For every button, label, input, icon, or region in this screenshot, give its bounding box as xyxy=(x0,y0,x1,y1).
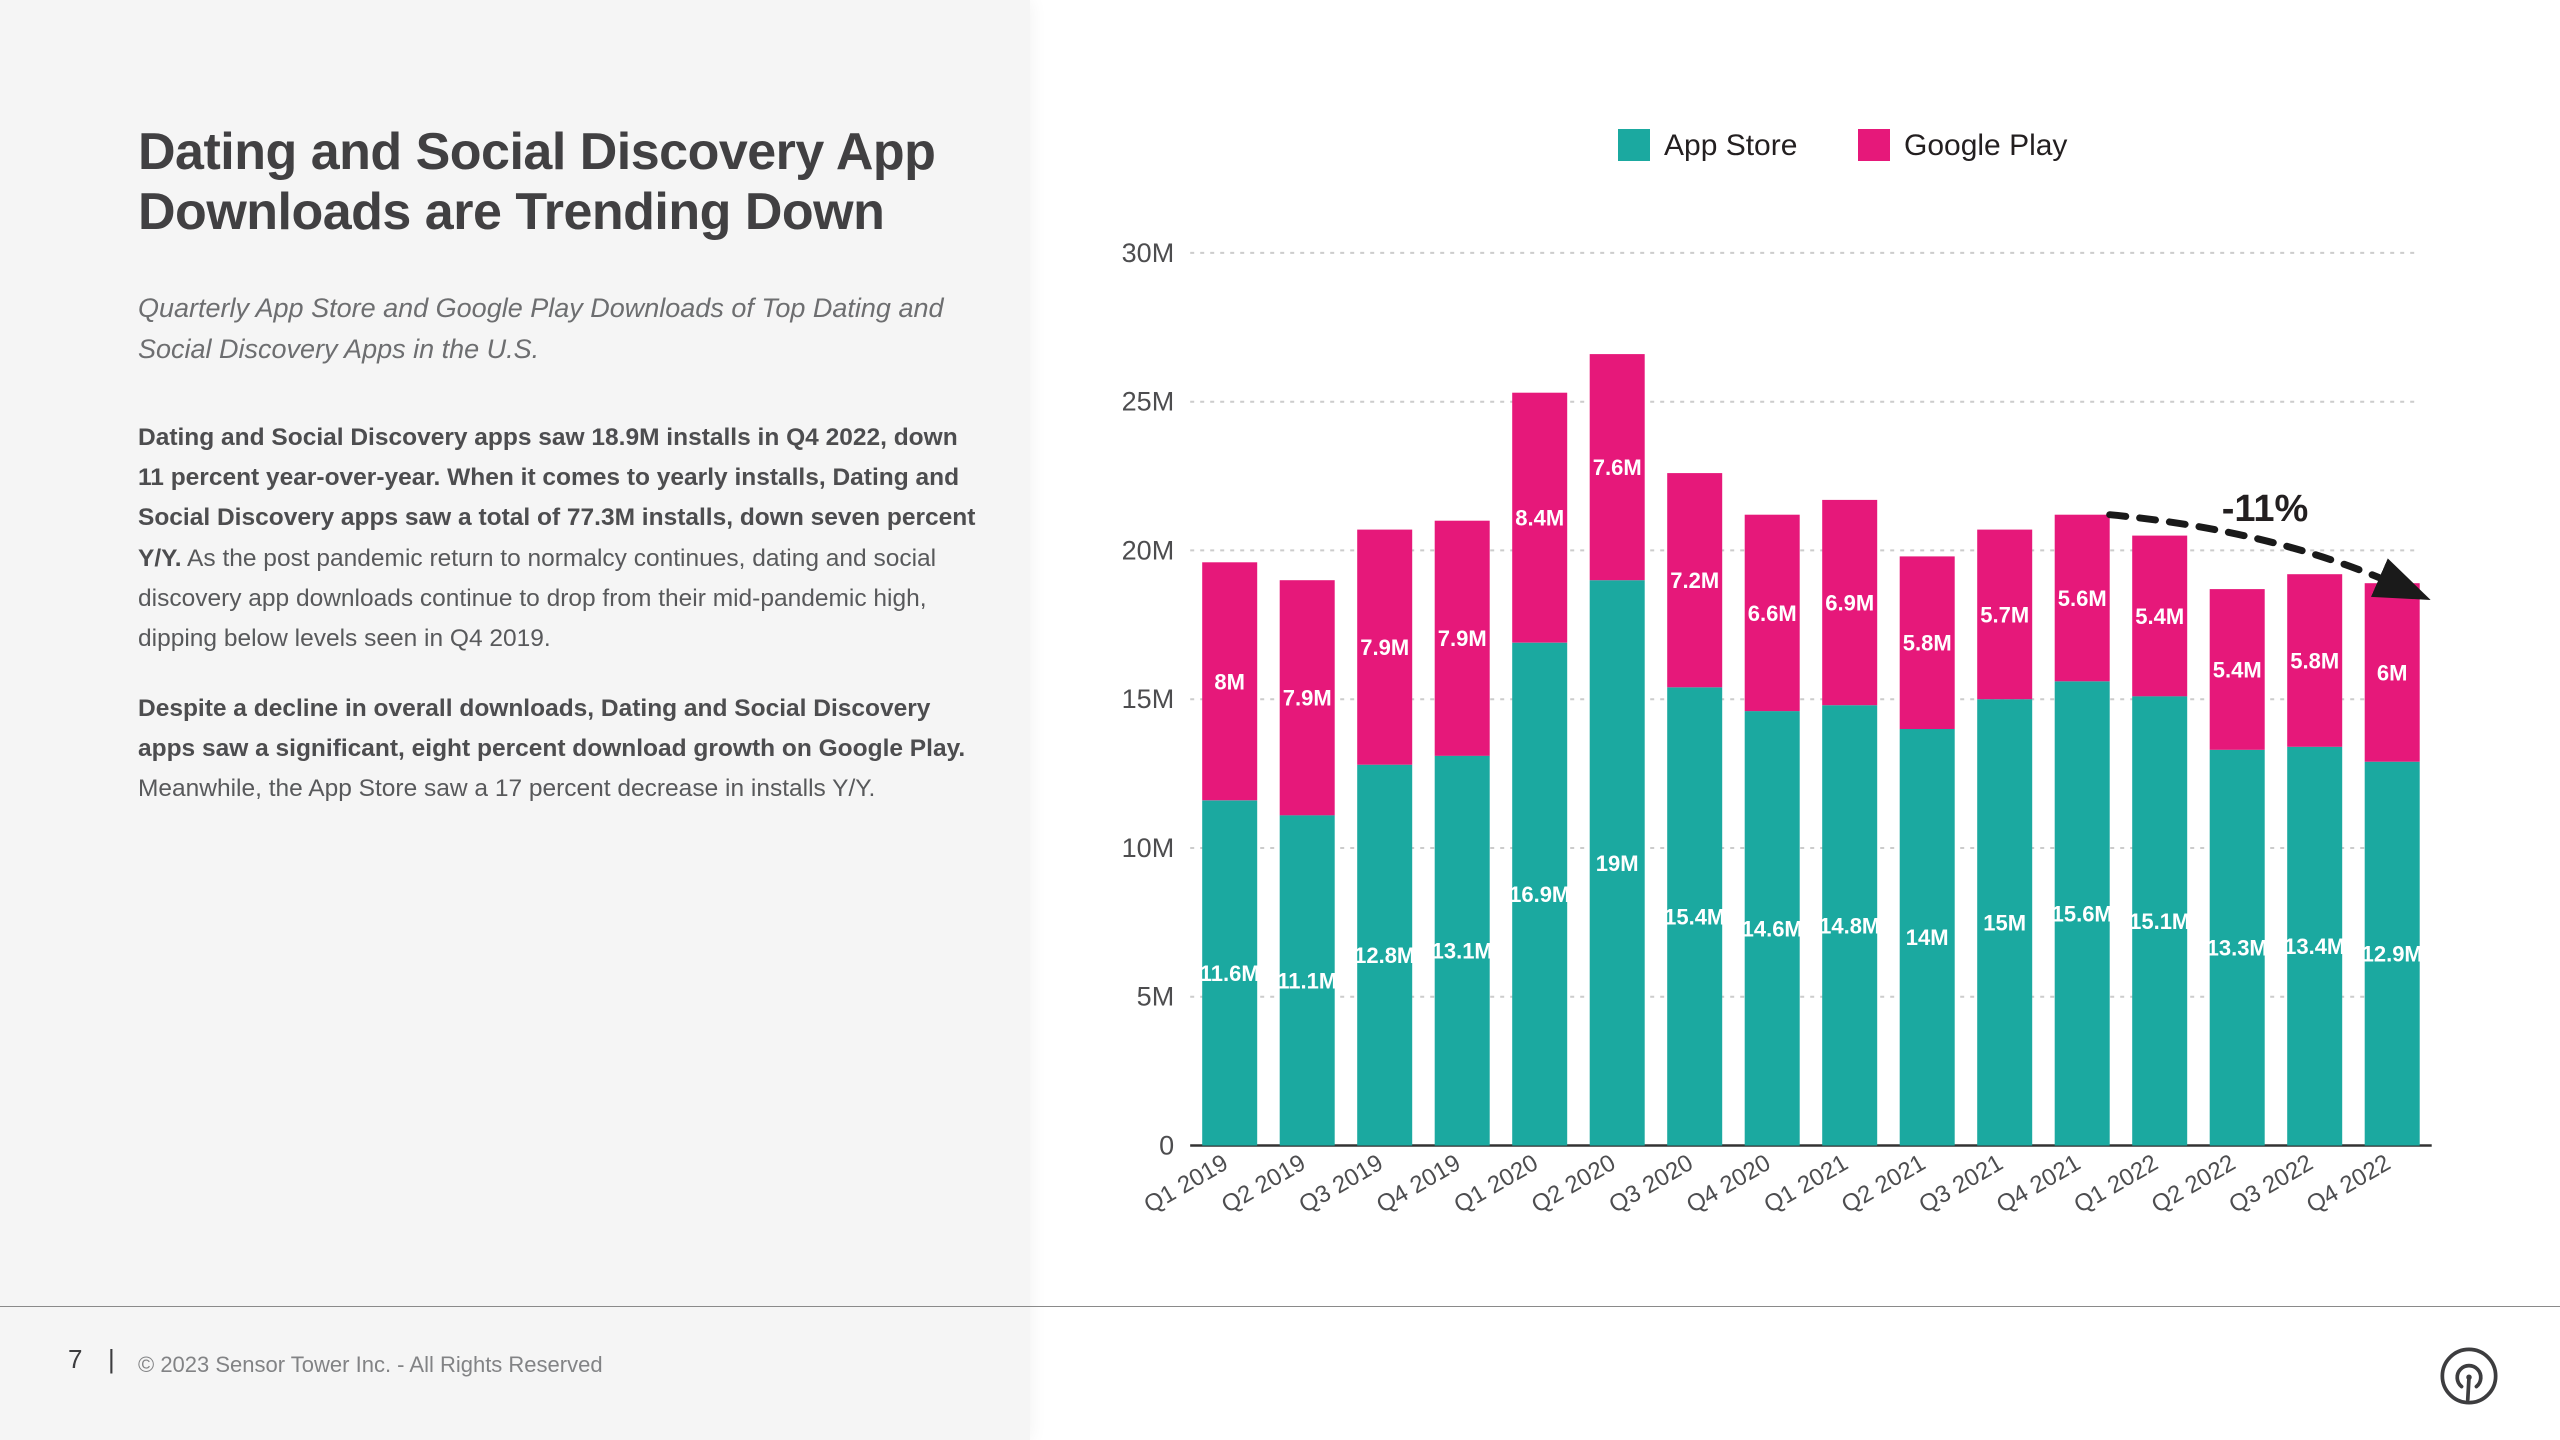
svg-text:Q4 2019: Q4 2019 xyxy=(1372,1149,1465,1218)
svg-text:14.8M: 14.8M xyxy=(1819,913,1880,938)
svg-text:7.9M: 7.9M xyxy=(1438,626,1487,651)
svg-text:7.6M: 7.6M xyxy=(1593,455,1642,480)
svg-text:7.9M: 7.9M xyxy=(1360,635,1409,660)
svg-text:Q2 2022: Q2 2022 xyxy=(2147,1149,2240,1218)
svg-text:Q2 2021: Q2 2021 xyxy=(1837,1149,1930,1218)
svg-text:8.4M: 8.4M xyxy=(1515,506,1564,531)
svg-text:8M: 8M xyxy=(1214,669,1245,694)
svg-text:7.9M: 7.9M xyxy=(1283,686,1332,711)
svg-text:5.4M: 5.4M xyxy=(2135,604,2184,629)
svg-text:5.8M: 5.8M xyxy=(1903,631,1952,656)
svg-text:Q3 2021: Q3 2021 xyxy=(1914,1149,2007,1218)
svg-text:Q1 2022: Q1 2022 xyxy=(2069,1149,2162,1218)
svg-text:Q3 2022: Q3 2022 xyxy=(2224,1149,2317,1218)
svg-text:12.8M: 12.8M xyxy=(1354,943,1415,968)
svg-text:6.6M: 6.6M xyxy=(1748,601,1797,626)
svg-text:7.2M: 7.2M xyxy=(1670,568,1719,593)
svg-text:10M: 10M xyxy=(1122,833,1175,863)
svg-text:Q4 2022: Q4 2022 xyxy=(2302,1149,2395,1218)
svg-text:Q3 2020: Q3 2020 xyxy=(1604,1149,1697,1218)
svg-text:15.4M: 15.4M xyxy=(1664,904,1725,929)
svg-text:15.1M: 15.1M xyxy=(2129,909,2190,934)
svg-text:19M: 19M xyxy=(1596,851,1639,876)
svg-text:15.6M: 15.6M xyxy=(2052,901,2113,926)
svg-text:15M: 15M xyxy=(1122,684,1175,714)
svg-text:12.9M: 12.9M xyxy=(2362,942,2423,967)
svg-text:5M: 5M xyxy=(1137,982,1175,1012)
svg-text:15M: 15M xyxy=(1983,910,2026,935)
svg-text:11.1M: 11.1M xyxy=(1277,968,1337,993)
svg-text:25M: 25M xyxy=(1122,387,1175,417)
svg-text:14.6M: 14.6M xyxy=(1742,916,1803,941)
svg-text:Q1 2020: Q1 2020 xyxy=(1449,1149,1542,1218)
svg-text:Q1 2021: Q1 2021 xyxy=(1759,1149,1852,1218)
svg-text:Q4 2021: Q4 2021 xyxy=(1992,1149,2085,1218)
svg-text:6.9M: 6.9M xyxy=(1825,591,1874,616)
svg-text:11.6M: 11.6M xyxy=(1200,961,1260,986)
svg-text:0: 0 xyxy=(1159,1131,1174,1161)
svg-text:14M: 14M xyxy=(1906,925,1949,950)
svg-text:16.9M: 16.9M xyxy=(1509,882,1570,907)
svg-text:13.1M: 13.1M xyxy=(1432,939,1493,964)
svg-text:6M: 6M xyxy=(2377,660,2408,685)
svg-text:Q1 2019: Q1 2019 xyxy=(1139,1149,1232,1218)
svg-text:13.4M: 13.4M xyxy=(2284,934,2345,959)
svg-text:Q2 2020: Q2 2020 xyxy=(1527,1149,1620,1218)
svg-text:5.4M: 5.4M xyxy=(2213,657,2262,682)
svg-text:5.8M: 5.8M xyxy=(2290,649,2339,674)
svg-text:5.6M: 5.6M xyxy=(2058,586,2107,611)
svg-text:20M: 20M xyxy=(1122,535,1175,565)
svg-text:13.3M: 13.3M xyxy=(2207,936,2268,961)
svg-text:5.7M: 5.7M xyxy=(1980,602,2029,627)
svg-text:30M: 30M xyxy=(1122,238,1175,268)
svg-text:Q2 2019: Q2 2019 xyxy=(1217,1149,1310,1218)
svg-text:Q4 2020: Q4 2020 xyxy=(1682,1149,1775,1218)
svg-text:Q3 2019: Q3 2019 xyxy=(1294,1149,1387,1218)
